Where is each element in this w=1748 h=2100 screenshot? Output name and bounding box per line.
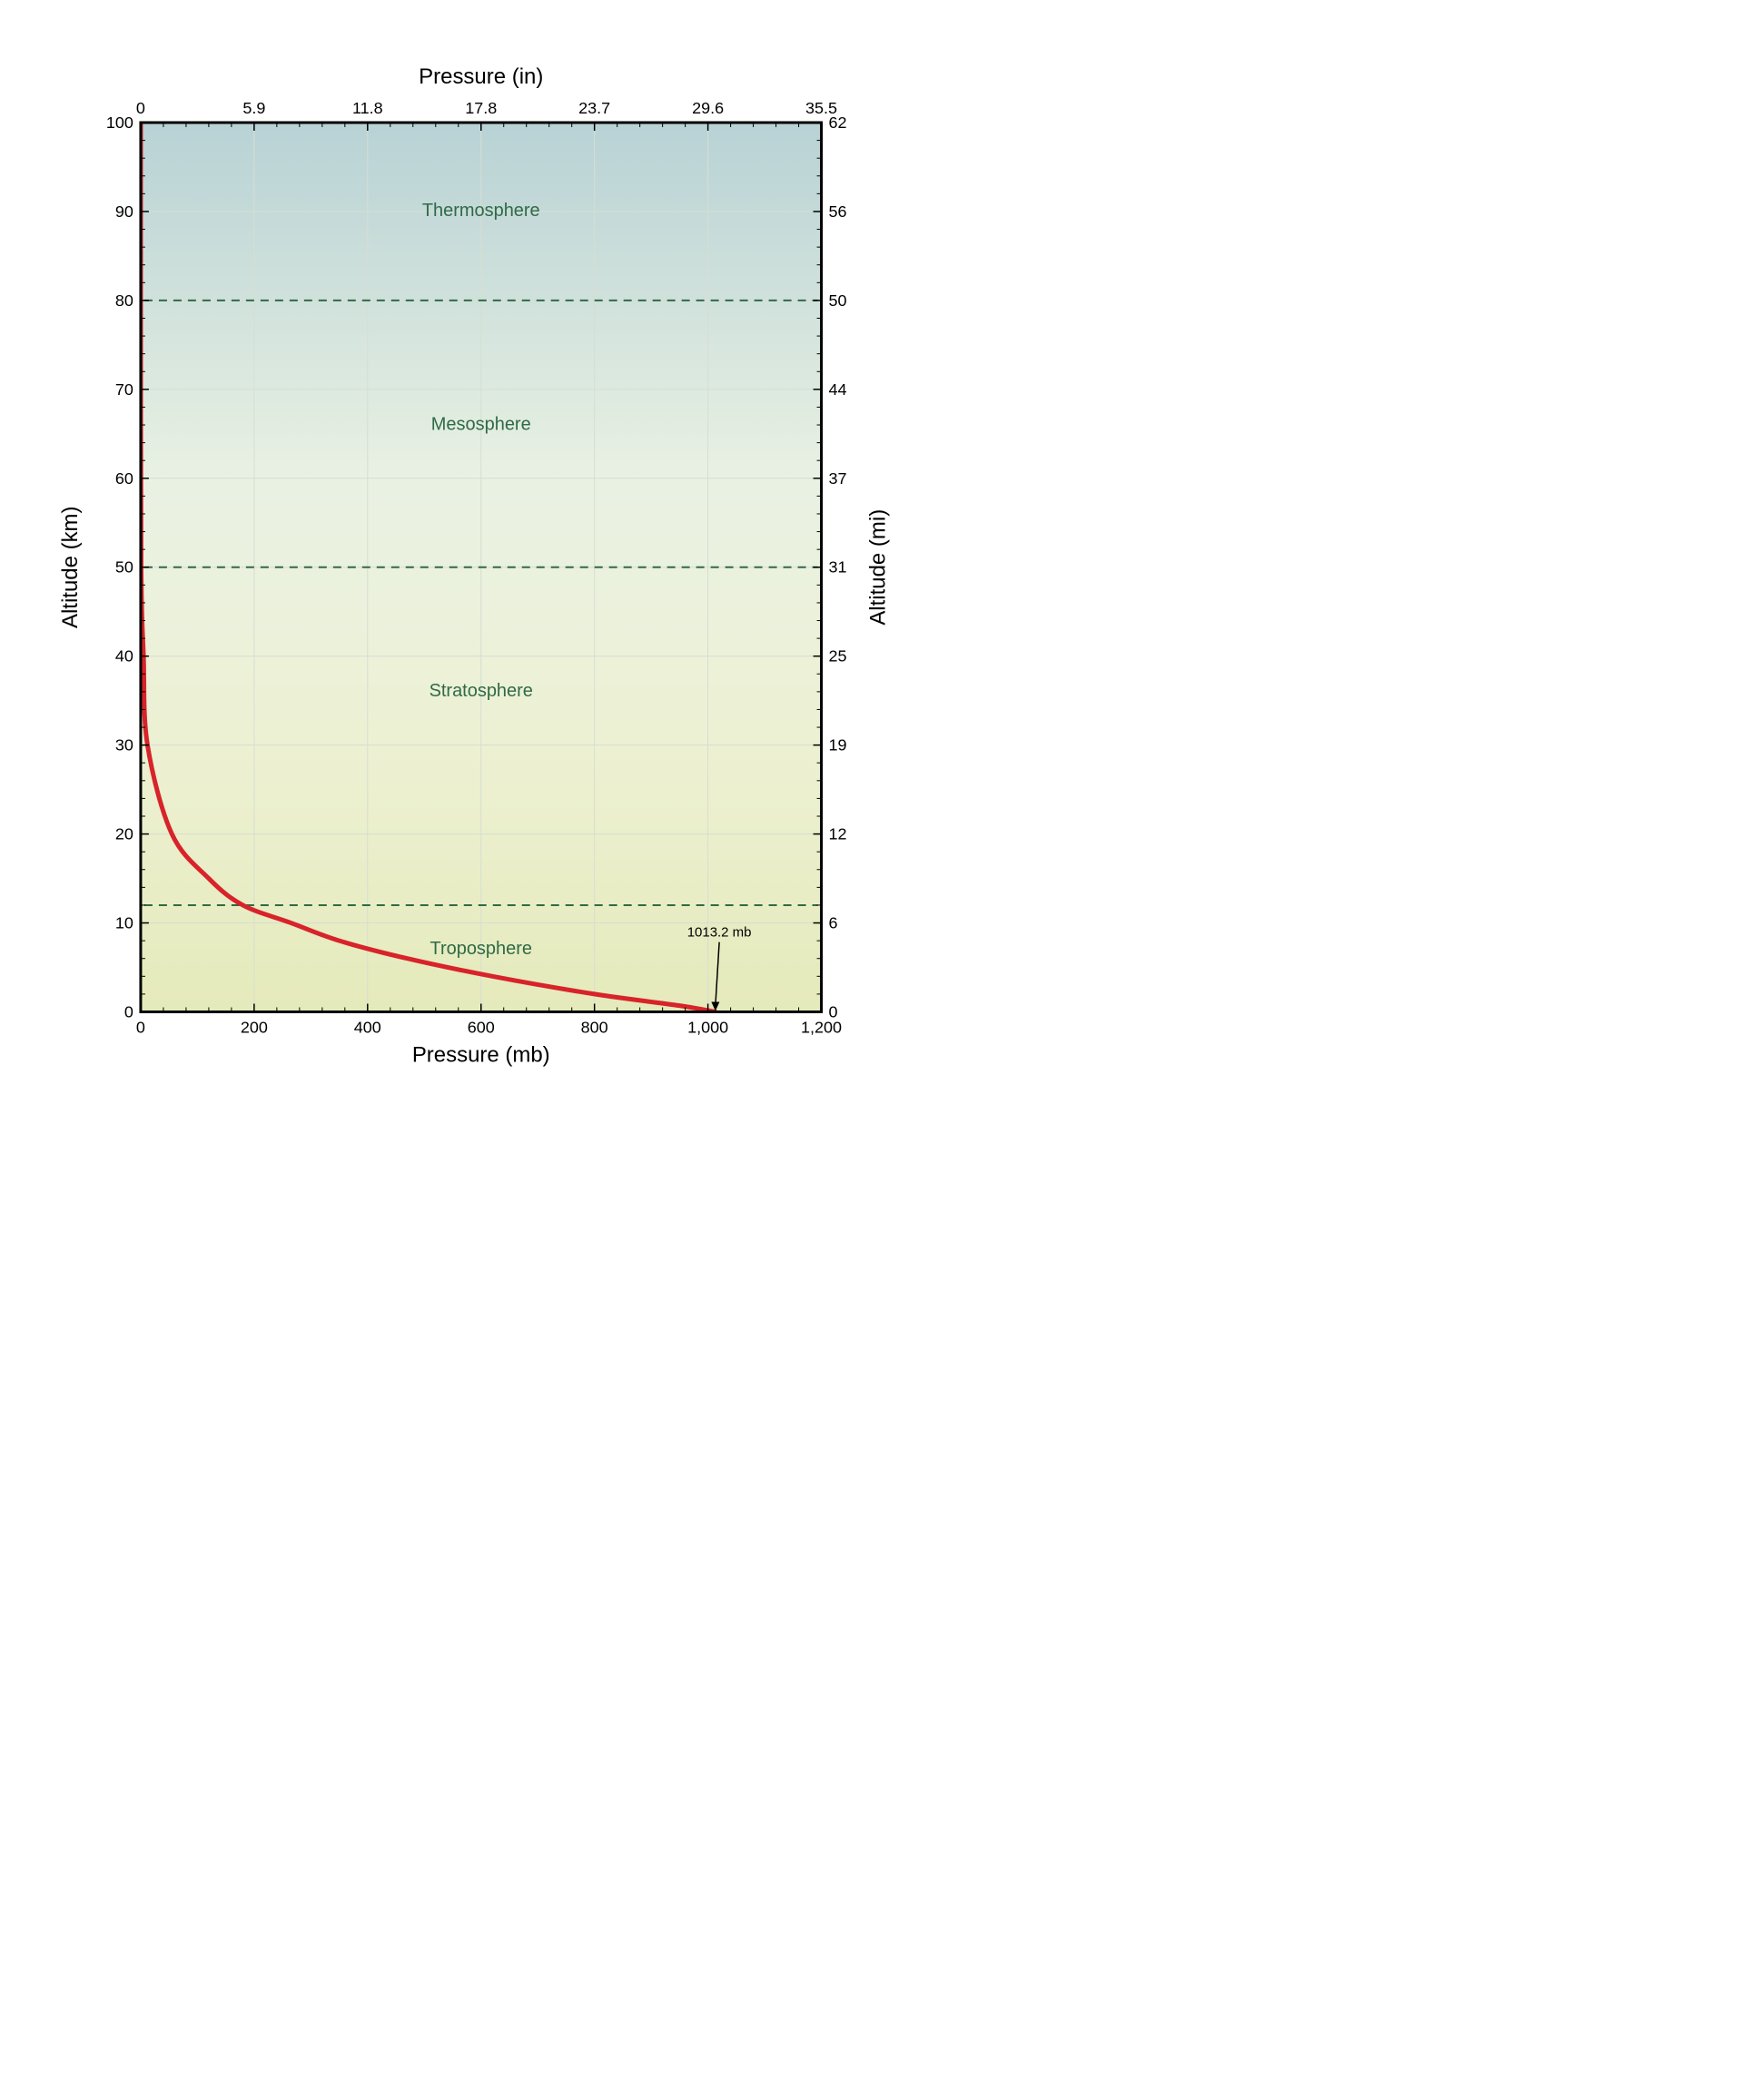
y-left-tick-label: 70 — [115, 380, 133, 399]
y-right-tick-label: 37 — [829, 469, 847, 488]
y-right-tick-label: 56 — [829, 202, 847, 221]
y-left-tick-label: 10 — [115, 914, 133, 932]
y-left-tick-label: 80 — [115, 291, 133, 310]
x-top-tick-label: 23.7 — [578, 99, 610, 117]
x-top-tick-label: 0 — [136, 99, 145, 117]
y-right-tick-label: 0 — [829, 1002, 838, 1020]
y-left-tick-label: 30 — [115, 736, 133, 754]
annotation-label: 1013.2 mb — [687, 925, 752, 941]
y-left-tick-label: 100 — [106, 113, 133, 132]
layer-label: Thermosphere — [422, 201, 540, 221]
y-left-tick-label: 60 — [115, 469, 133, 488]
axis-title-left: Altitude (km) — [58, 506, 83, 628]
y-right-tick-label: 19 — [829, 736, 847, 754]
y-right-tick-label: 12 — [829, 825, 847, 843]
chart-svg: Thermosphere Mesosphere Stratosphere Tropos… — [36, 36, 910, 1086]
x-bottom-tick-label: 600 — [468, 1018, 495, 1036]
x-top-tick-label: 5.9 — [242, 99, 265, 117]
layer-label: Stratosphere — [430, 681, 533, 701]
x-bottom-tick-label: 400 — [354, 1018, 381, 1036]
atmosphere-pressure-chart: Thermosphere Mesosphere Stratosphere Tropos… — [36, 36, 1712, 1086]
y-left-tick-label: 20 — [115, 825, 133, 843]
y-right-tick-label: 31 — [829, 558, 847, 577]
x-top-tick-label: 11.8 — [352, 99, 383, 117]
x-top-tick-label: 29.6 — [692, 99, 724, 117]
y-right-tick-label: 44 — [829, 380, 847, 399]
axis-title-bottom: Pressure (mb) — [412, 1042, 550, 1067]
x-top-tick-label: 17.8 — [465, 99, 497, 117]
x-bottom-tick-label: 200 — [241, 1018, 268, 1036]
layer-label: Mesosphere — [431, 414, 531, 434]
x-bottom-tick-label: 1,000 — [687, 1018, 728, 1036]
y-right-tick-label: 50 — [829, 291, 847, 310]
y-left-tick-label: 50 — [115, 558, 133, 577]
y-left-tick-label: 0 — [124, 1002, 133, 1020]
y-right-tick-label: 25 — [829, 647, 847, 665]
x-bottom-tick-label: 800 — [581, 1018, 608, 1036]
y-left-tick-label: 40 — [115, 647, 133, 665]
y-right-tick-label: 6 — [829, 914, 838, 932]
x-bottom-tick-label: 0 — [136, 1018, 145, 1036]
y-left-tick-label: 90 — [115, 202, 133, 221]
y-right-tick-label: 62 — [829, 113, 847, 132]
layer-label: Troposphere — [430, 939, 532, 959]
axis-title-top: Pressure (in) — [419, 64, 543, 89]
axis-title-right: Altitude (mi) — [866, 509, 891, 626]
